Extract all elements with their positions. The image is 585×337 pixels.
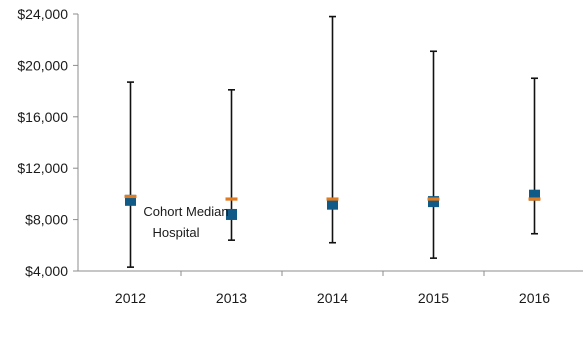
x-tick-label-2013: 2013 <box>216 290 247 306</box>
dash-marker-2013 <box>225 197 238 201</box>
square-marker-2015 <box>428 196 439 208</box>
y-axis: $4,000 $8,000 $12,000 $16,000 $20,000 $24,000 <box>17 6 79 279</box>
dash-marker-2016 <box>528 197 541 201</box>
square-marker-2013 <box>226 208 237 220</box>
y-tick-label-2: $12,000 <box>17 160 68 176</box>
y-tick-label-0: $4,000 <box>25 263 68 279</box>
annotation-line-1: Cohort Median <box>143 204 228 219</box>
square-marker-2012 <box>125 194 136 206</box>
y-tick-label-3: $16,000 <box>17 109 68 125</box>
x-tick-label-2012: 2012 <box>115 290 146 306</box>
square-marker-2014 <box>327 198 338 210</box>
annotation: Cohort Median Hospital <box>143 204 228 240</box>
square-marker-2016 <box>529 189 540 201</box>
range-bars <box>127 15 538 268</box>
x-axis: 2012 2013 2014 2015 2016 <box>78 270 583 306</box>
annotation-line-2: Hospital <box>153 225 200 240</box>
y-tick-label-5: $24,000 <box>17 6 68 22</box>
y-tick-label-4: $20,000 <box>17 57 68 73</box>
y-tick-label-1: $8,000 <box>25 212 68 228</box>
dash-marker-2015 <box>427 197 440 201</box>
x-tick-label-2016: 2016 <box>519 290 550 306</box>
markers <box>124 189 541 220</box>
x-tick-label-2014: 2014 <box>317 290 348 306</box>
dash-marker-2014 <box>326 197 339 201</box>
dash-marker-2012 <box>124 194 137 199</box>
x-tick-label-2015: 2015 <box>418 290 449 306</box>
